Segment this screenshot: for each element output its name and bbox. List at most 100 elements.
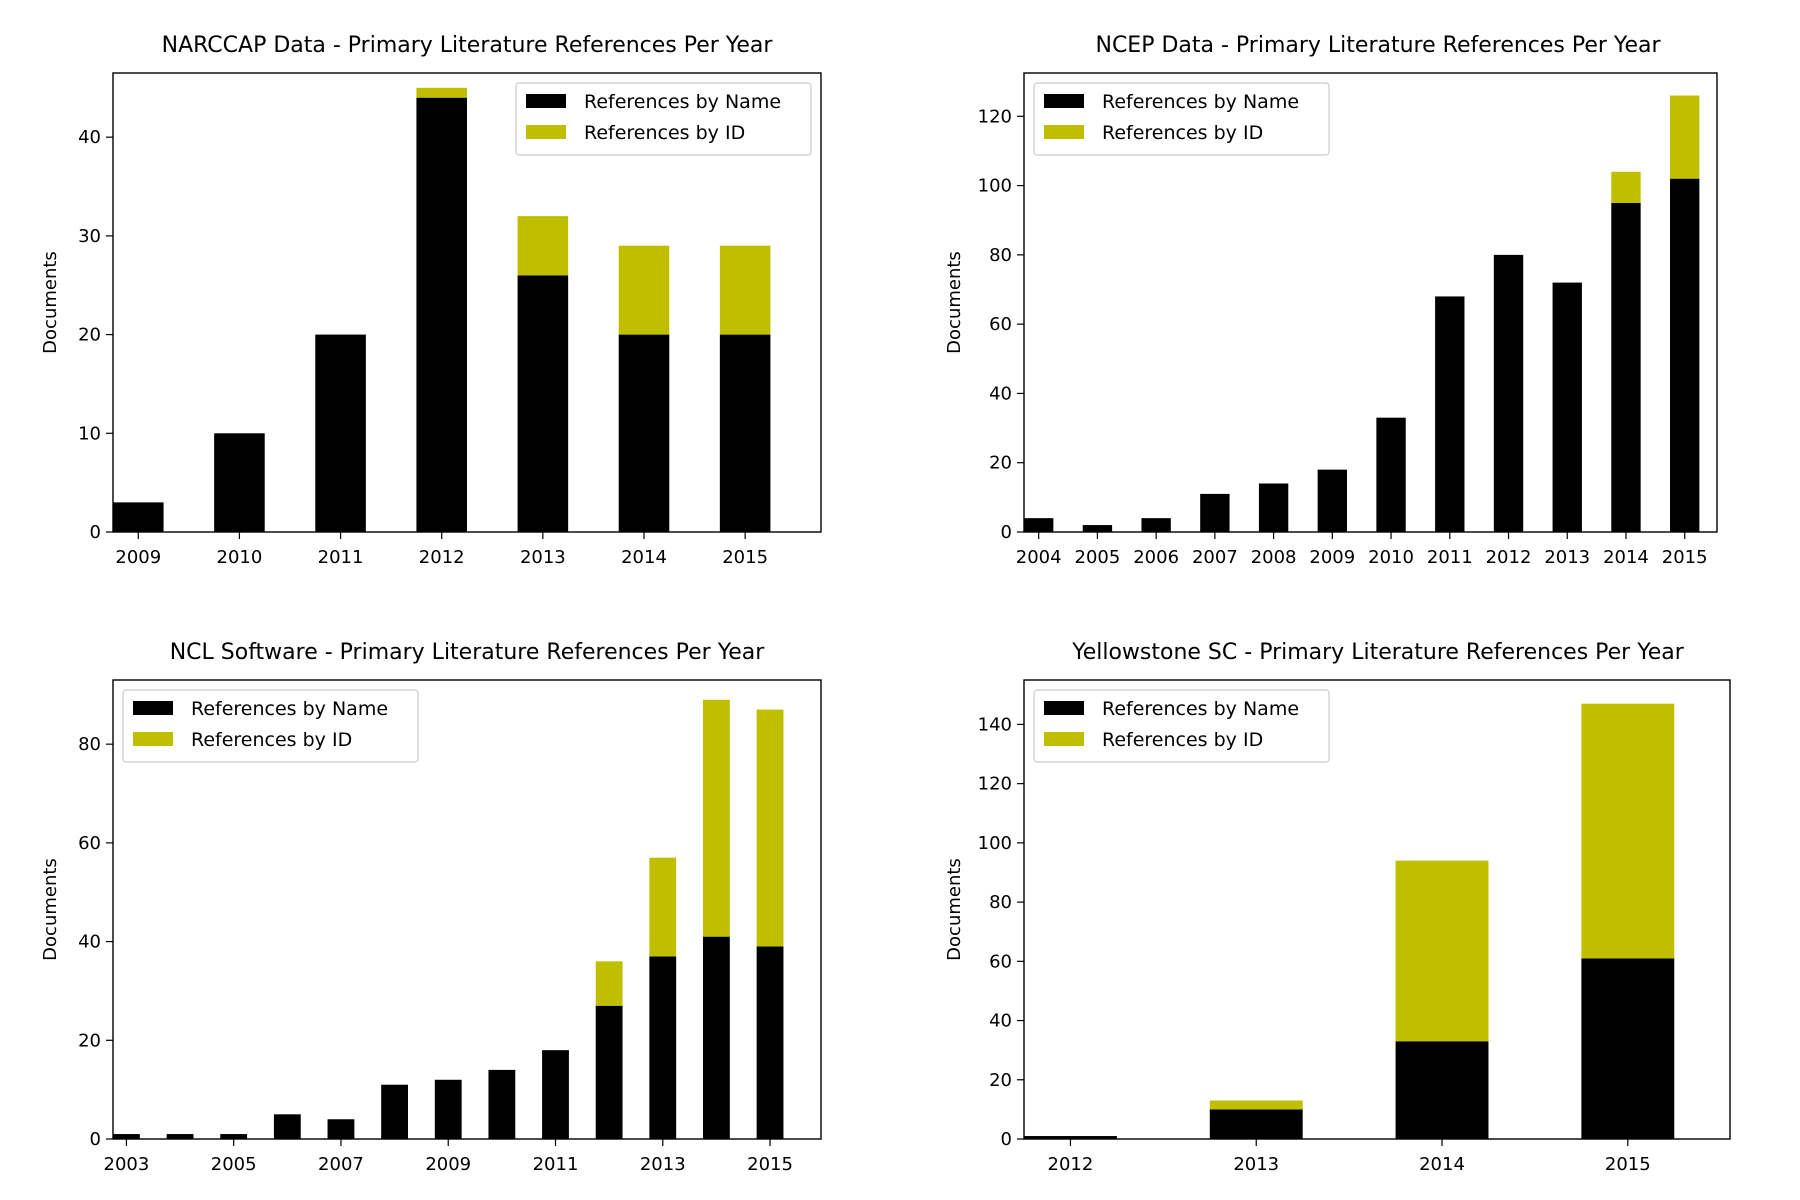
y-tick-label: 80 xyxy=(78,734,101,755)
x-tick-label: 2010 xyxy=(1368,547,1414,568)
x-tick-label: 2015 xyxy=(1662,547,1708,568)
bar-name-2005 xyxy=(1082,525,1113,532)
y-axis-label: Documents xyxy=(40,251,61,354)
y-axis-label: Documents xyxy=(944,251,965,354)
y-tick-label: 100 xyxy=(978,176,1012,197)
bar-id-2015 xyxy=(1581,703,1675,959)
bar-id-2014 xyxy=(1395,860,1489,1042)
bar-name-2014 xyxy=(703,936,730,1139)
y-tick-label: 140 xyxy=(978,714,1012,735)
bar-name-2009 xyxy=(434,1079,462,1139)
chart-panel-1: NARCCAP Data - Primary Literature Refere… xyxy=(40,33,822,568)
y-tick-label: 60 xyxy=(989,951,1012,972)
y-tick-label: 20 xyxy=(989,453,1012,474)
x-tick-label: 2013 xyxy=(640,1154,686,1175)
chart-title: NCEP Data - Primary Literature Reference… xyxy=(1095,33,1661,58)
bar-id-2015 xyxy=(1670,95,1700,179)
bar-name-2011 xyxy=(315,334,366,532)
legend-swatch xyxy=(526,125,566,139)
x-tick-label: 2013 xyxy=(520,547,566,568)
x-tick-label: 2009 xyxy=(115,547,161,568)
y-tick-label: 40 xyxy=(78,127,101,148)
bar-name-2004 xyxy=(1024,518,1054,532)
bar-name-2009 xyxy=(1317,469,1348,532)
x-tick-label: 2012 xyxy=(419,547,465,568)
legend-box xyxy=(1033,689,1330,763)
bar-id-2012 xyxy=(416,87,467,98)
y-tick-label: 60 xyxy=(78,833,101,854)
x-tick-label: 2015 xyxy=(1605,1154,1651,1175)
chart-title: Yellowstone SC - Primary Literature Refe… xyxy=(1071,640,1685,665)
legend-label: References by Name xyxy=(1102,698,1299,720)
y-tick-label: 120 xyxy=(978,106,1012,127)
legend: References by Name References by ID xyxy=(1033,82,1330,156)
y-tick-label: 100 xyxy=(978,833,1012,854)
legend-swatch xyxy=(526,94,566,108)
y-tick-label: 120 xyxy=(978,774,1012,795)
legend-label: References by ID xyxy=(1102,122,1263,144)
legend-box xyxy=(515,82,812,156)
y-axis-label: Documents xyxy=(944,858,965,961)
bar-name-2011 xyxy=(1435,296,1465,532)
bar-name-2009 xyxy=(113,502,164,532)
plot-frame xyxy=(112,72,822,533)
plot-frame xyxy=(1023,679,1731,1140)
y-tick-label: 10 xyxy=(78,423,101,444)
x-tick-label: 2007 xyxy=(318,1154,364,1175)
bar-name-2015 xyxy=(756,946,784,1139)
x-tick-label: 2010 xyxy=(217,547,263,568)
y-tick-label: 20 xyxy=(78,1030,101,1051)
bar-name-2015 xyxy=(1581,958,1675,1139)
bar-name-2005 xyxy=(220,1134,248,1139)
bar-name-2012 xyxy=(595,1005,623,1139)
bar-name-2013 xyxy=(1552,282,1582,532)
legend-swatch xyxy=(133,701,173,715)
y-tick-label: 0 xyxy=(1001,522,1012,543)
legend: References by Name References by ID xyxy=(1033,689,1330,763)
x-tick-label: 2007 xyxy=(1192,547,1238,568)
bar-name-2013 xyxy=(649,956,677,1139)
y-tick-label: 80 xyxy=(989,892,1012,913)
x-tick-label: 2009 xyxy=(1309,547,1355,568)
legend-swatch xyxy=(1044,732,1084,746)
y-tick-label: 20 xyxy=(989,1070,1012,1091)
bar-name-2007 xyxy=(327,1119,355,1139)
x-tick-label: 2006 xyxy=(1133,547,1179,568)
y-tick-label: 60 xyxy=(989,314,1012,335)
plot-frame xyxy=(1023,72,1718,533)
legend: References by Name References by ID xyxy=(122,689,419,763)
x-tick-label: 2004 xyxy=(1016,547,1062,568)
y-tick-label: 40 xyxy=(989,383,1012,404)
x-tick-label: 2011 xyxy=(318,547,364,568)
legend-label: References by Name xyxy=(584,91,781,113)
y-tick-label: 40 xyxy=(989,1011,1012,1032)
bar-name-2014 xyxy=(1395,1041,1489,1139)
y-tick-label: 40 xyxy=(78,932,101,953)
bar-name-2010 xyxy=(488,1069,516,1139)
bar-name-2006 xyxy=(1141,518,1171,532)
bar-name-2004 xyxy=(166,1134,194,1139)
plot-frame xyxy=(112,679,822,1140)
legend-swatch xyxy=(1044,125,1084,139)
bar-name-2010 xyxy=(1376,417,1406,532)
chart-panel-3: NCL Software - Primary Literature Refere… xyxy=(40,640,822,1175)
bar-name-2014 xyxy=(618,334,670,532)
bar-id-2014 xyxy=(618,245,670,335)
chart-panel-2: NCEP Data - Primary Literature Reference… xyxy=(944,33,1718,568)
x-tick-label: 2013 xyxy=(1233,1154,1279,1175)
bar-name-2014 xyxy=(1611,202,1641,533)
y-tick-label: 0 xyxy=(90,1129,101,1150)
x-tick-label: 2012 xyxy=(1048,1154,1094,1175)
x-tick-label: 2012 xyxy=(1486,547,1532,568)
bar-name-2012 xyxy=(1024,1136,1117,1139)
x-tick-label: 2011 xyxy=(1427,547,1473,568)
x-tick-label: 2005 xyxy=(1075,547,1121,568)
x-tick-label: 2013 xyxy=(1544,547,1590,568)
legend-swatch xyxy=(1044,701,1084,715)
legend-label: References by ID xyxy=(191,729,352,751)
x-tick-label: 2003 xyxy=(104,1154,150,1175)
chart-panel-4: Yellowstone SC - Primary Literature Refe… xyxy=(944,640,1731,1175)
x-tick-label: 2011 xyxy=(533,1154,579,1175)
bar-name-2008 xyxy=(1258,483,1289,532)
